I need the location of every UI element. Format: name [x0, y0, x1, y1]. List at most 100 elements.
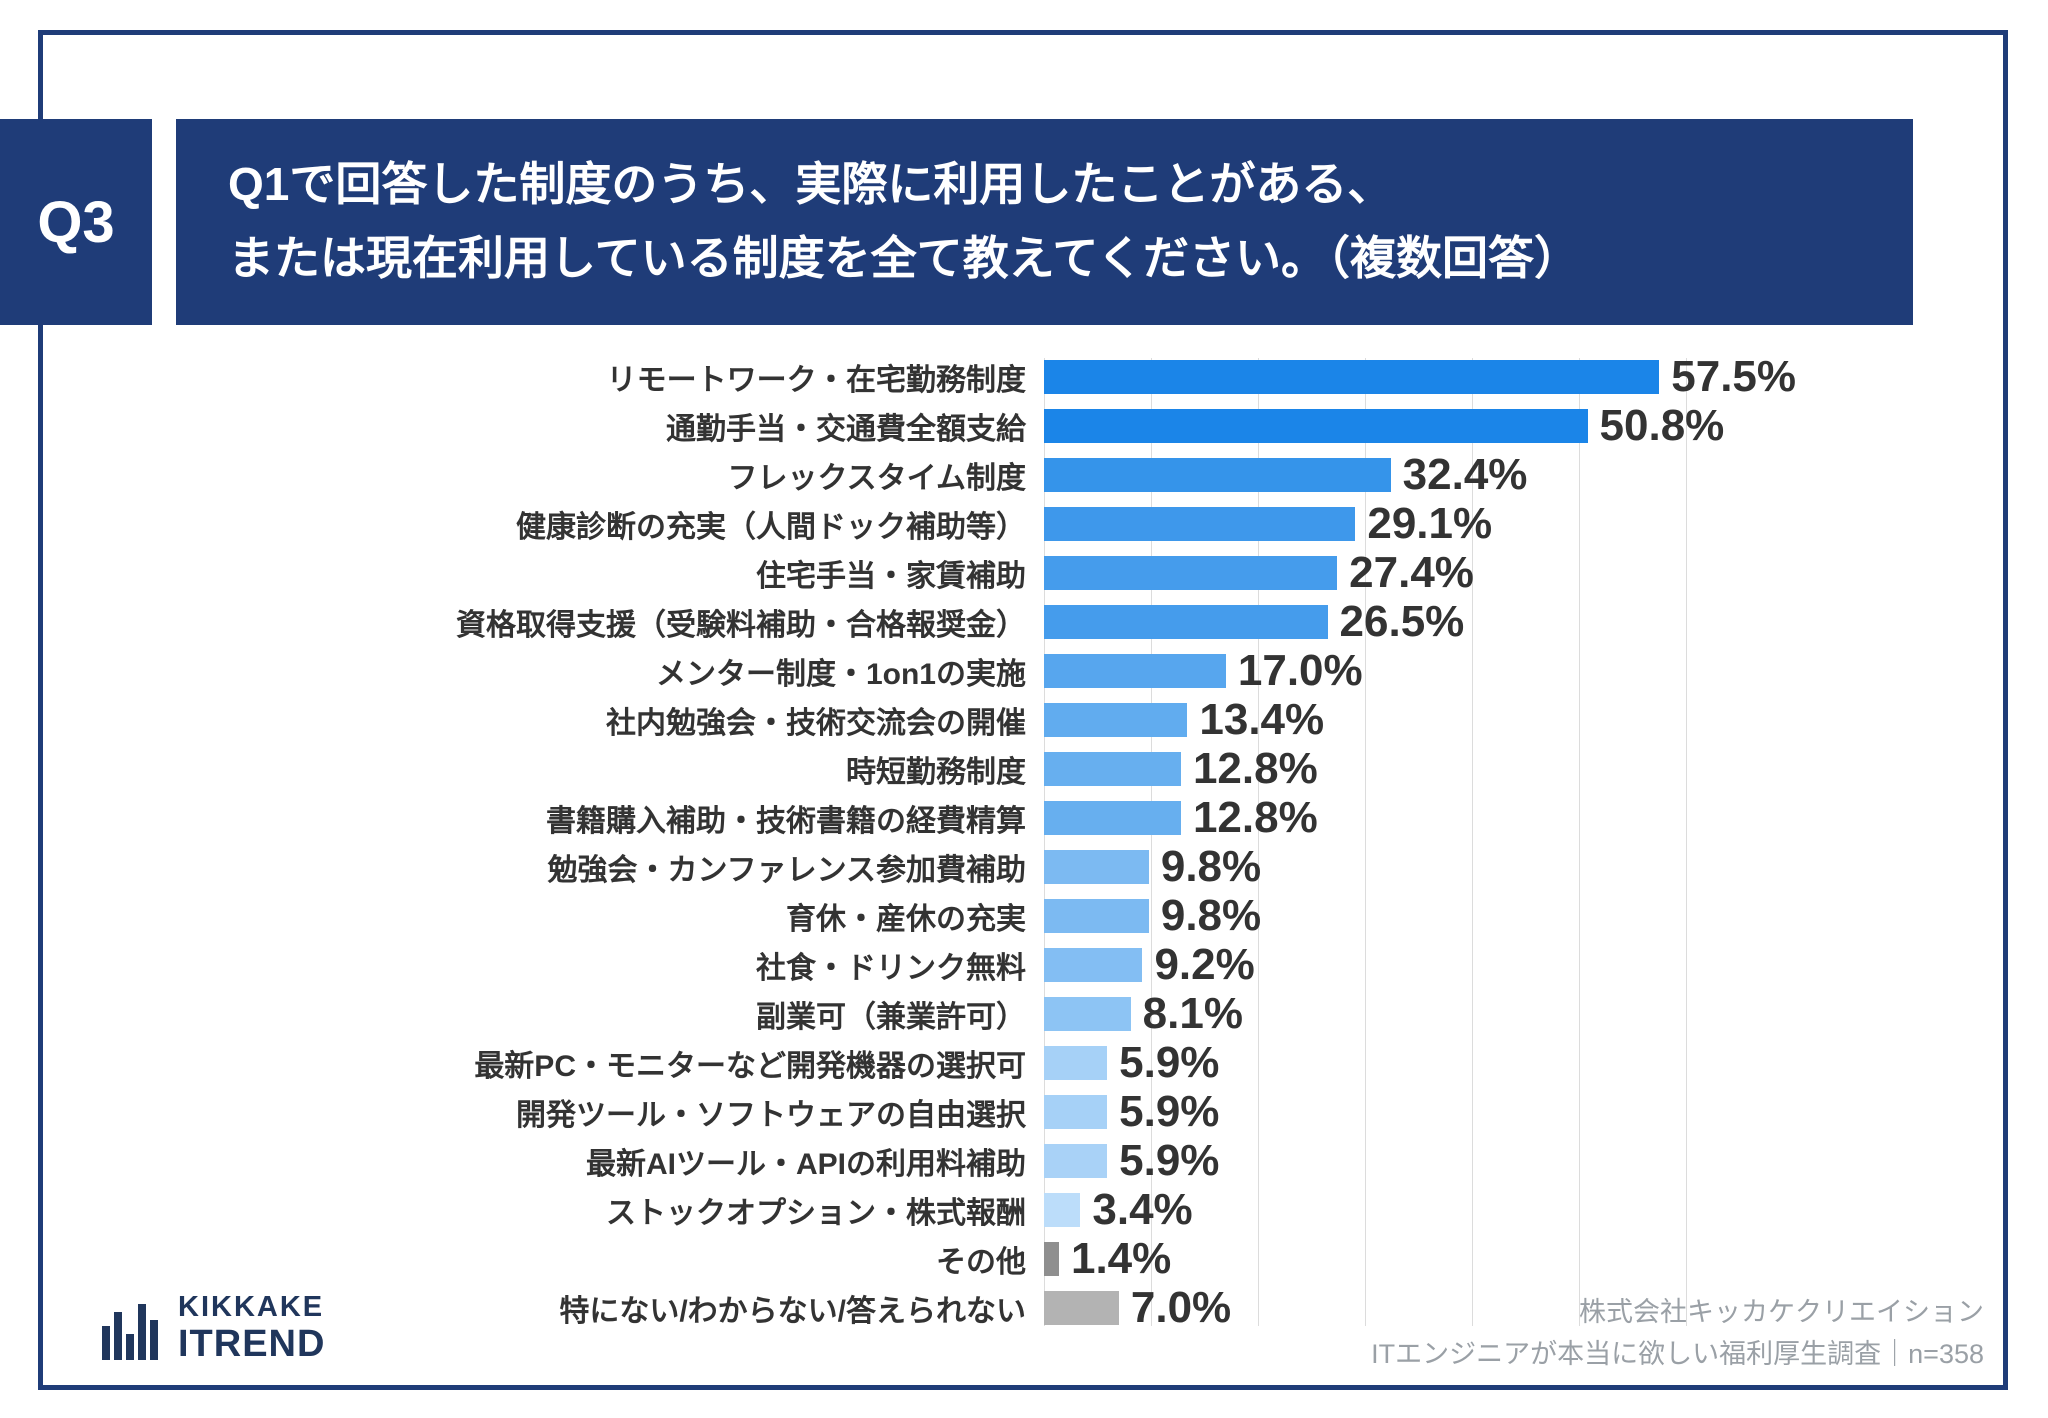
chart-row: 副業可（兼業許可） 8.1%: [0, 989, 2048, 1038]
value-label: 5.9%: [1119, 1086, 1220, 1136]
category-label: 最新PC・モニターなど開発機器の選択可: [474, 1049, 1026, 1083]
bar: [1044, 702, 1188, 737]
survey-name: ITエンジニアが本当に欲しい福利厚生調査｜n=358: [1371, 1338, 1984, 1369]
bar-zone: 5.9%: [1044, 1087, 2048, 1136]
bar: [1044, 1045, 1108, 1080]
chart-row: 社食・ドリンク無料 9.2%: [0, 940, 2048, 989]
bar: [1044, 898, 1149, 933]
chart-gridlines: [1044, 358, 1744, 1326]
chart-row: ストックオプション・株式報酬 3.4%: [0, 1185, 2048, 1234]
bar-zone: 12.8%: [1044, 744, 2048, 793]
value-label: 29.1%: [1367, 498, 1493, 548]
chart-row: 勉強会・カンファレンス参加費補助 9.8%: [0, 842, 2048, 891]
value-label: 8.1%: [1142, 988, 1243, 1038]
logo-text: KIKKAKE ITREND: [178, 1291, 326, 1366]
chart-row: 住宅手当・家賃補助 27.4%: [0, 548, 2048, 597]
value-label: 13.4%: [1199, 694, 1325, 744]
category-label: その他: [936, 1245, 1026, 1279]
bar-zone: 32.4%: [1044, 450, 2048, 499]
value-label: 32.4%: [1402, 449, 1528, 499]
category-label: 育休・産休の充実: [786, 902, 1026, 936]
chart-row: 特にない/わからない/答えられない 7.0%: [0, 1283, 2048, 1332]
bar: [1044, 506, 1356, 541]
value-label: 3.4%: [1092, 1184, 1193, 1234]
bar-zone: 3.4%: [1044, 1185, 2048, 1234]
category-label: リモートワーク・在宅勤務制度: [606, 363, 1026, 397]
category-label: 特にない/わからない/答えられない: [559, 1294, 1026, 1328]
question-number-label: Q3: [37, 189, 115, 255]
chart-row: 開発ツール・ソフトウェアの自由選択 5.9%: [0, 1087, 2048, 1136]
bar: [1044, 1094, 1108, 1129]
bar-zone: 13.4%: [1044, 695, 2048, 744]
chart-row: 社内勉強会・技術交流会の開催 13.4%: [0, 695, 2048, 744]
chart-row: フレックスタイム制度 32.4%: [0, 450, 2048, 499]
value-label: 9.2%: [1154, 939, 1255, 989]
gridline: [1151, 358, 1152, 1326]
bar-zone: 7.0%: [1044, 1283, 2048, 1332]
category-label: フレックスタイム制度: [727, 461, 1027, 495]
bar: [1044, 604, 1328, 639]
value-label: 9.8%: [1160, 890, 1262, 940]
chart-row: メンター制度・1on1の実施 17.0%: [0, 646, 2048, 695]
bar: [1044, 653, 1226, 688]
value-label: 12.8%: [1192, 792, 1318, 842]
bar: [1044, 751, 1181, 786]
value-label: 9.8%: [1160, 841, 1262, 891]
bar-zone: 5.9%: [1044, 1038, 2048, 1087]
chart-row: 時短勤務制度 12.8%: [0, 744, 2048, 793]
value-label: 1.4%: [1070, 1233, 1172, 1283]
gridline: [1258, 358, 1259, 1326]
category-label: 勉強会・カンファレンス参加費補助: [547, 853, 1027, 887]
bar-zone: 50.8%: [1044, 401, 2048, 450]
gridline: [1365, 358, 1366, 1326]
value-label: 26.5%: [1339, 596, 1465, 646]
bar: [1044, 408, 1588, 443]
gridline: [1472, 358, 1473, 1326]
bar: [1044, 1241, 1059, 1276]
chart-row: 最新AIツール・APIの利用料補助 5.9%: [0, 1136, 2048, 1185]
logo-text-bottom: ITREND: [178, 1322, 326, 1365]
bar-zone: 1.4%: [1044, 1234, 2048, 1283]
bar-zone: 5.9%: [1044, 1136, 2048, 1185]
kikkake-logo-icon: [102, 1303, 158, 1360]
chart-row: 通勤手当・交通費全額支給 50.8%: [0, 401, 2048, 450]
bar: [1044, 457, 1391, 492]
question-title-line1: Q1で回答した制度のうち、実際に利用したことがある、: [228, 158, 1394, 211]
chart-row: 書籍購入補助・技術書籍の経費精算 12.8%: [0, 793, 2048, 842]
category-label: 時短勤務制度: [846, 755, 1026, 789]
bar: [1044, 800, 1181, 835]
bar: [1044, 555, 1338, 590]
category-label: 開発ツール・ソフトウェアの自由選択: [516, 1098, 1026, 1132]
bar: [1044, 1192, 1081, 1227]
value-label: 12.8%: [1192, 743, 1318, 793]
value-label: 27.4%: [1349, 547, 1474, 597]
gridline: [1686, 358, 1687, 1326]
chart-rows: リモートワーク・在宅勤務制度 57.5% 通勤手当・交通費全額支給 50.8% フレック…: [0, 352, 2048, 1332]
chart-row: リモートワーク・在宅勤務制度 57.5%: [0, 352, 2048, 401]
bar: [1044, 359, 1660, 394]
category-label: メンター制度・1on1の実施: [655, 657, 1026, 691]
bar: [1044, 996, 1131, 1031]
bar-zone: 26.5%: [1044, 597, 2048, 646]
bar-zone: 9.8%: [1044, 891, 2048, 940]
gridline: [1044, 358, 1045, 1326]
bar: [1044, 1290, 1119, 1325]
gridline: [1579, 358, 1580, 1326]
page-border-frame: [38, 30, 2008, 1390]
bar-zone: 8.1%: [1044, 989, 2048, 1038]
value-label: 7.0%: [1130, 1282, 1232, 1332]
bar-zone: 17.0%: [1044, 646, 2048, 695]
bar: [1044, 947, 1143, 982]
company-name: 株式会社キッカケクリエイション: [1579, 1297, 1984, 1327]
category-label: 社食・ドリンク無料: [756, 951, 1026, 985]
bar: [1044, 849, 1149, 884]
logo-text-top: KIKKAKE: [178, 1291, 325, 1323]
value-label: 5.9%: [1119, 1135, 1220, 1185]
category-label: ストックオプション・株式報酬: [606, 1196, 1026, 1230]
category-label: 書籍購入補助・技術書籍の経費精算: [546, 804, 1026, 838]
bar-zone: 27.4%: [1044, 548, 2048, 597]
bar-zone: 9.8%: [1044, 842, 2048, 891]
chart-row: その他 1.4%: [0, 1234, 2048, 1283]
bar-chart: リモートワーク・在宅勤務制度 57.5% 通勤手当・交通費全額支給 50.8% フレック…: [0, 352, 2048, 1336]
category-label: 最新AIツール・APIの利用料補助: [585, 1147, 1026, 1181]
